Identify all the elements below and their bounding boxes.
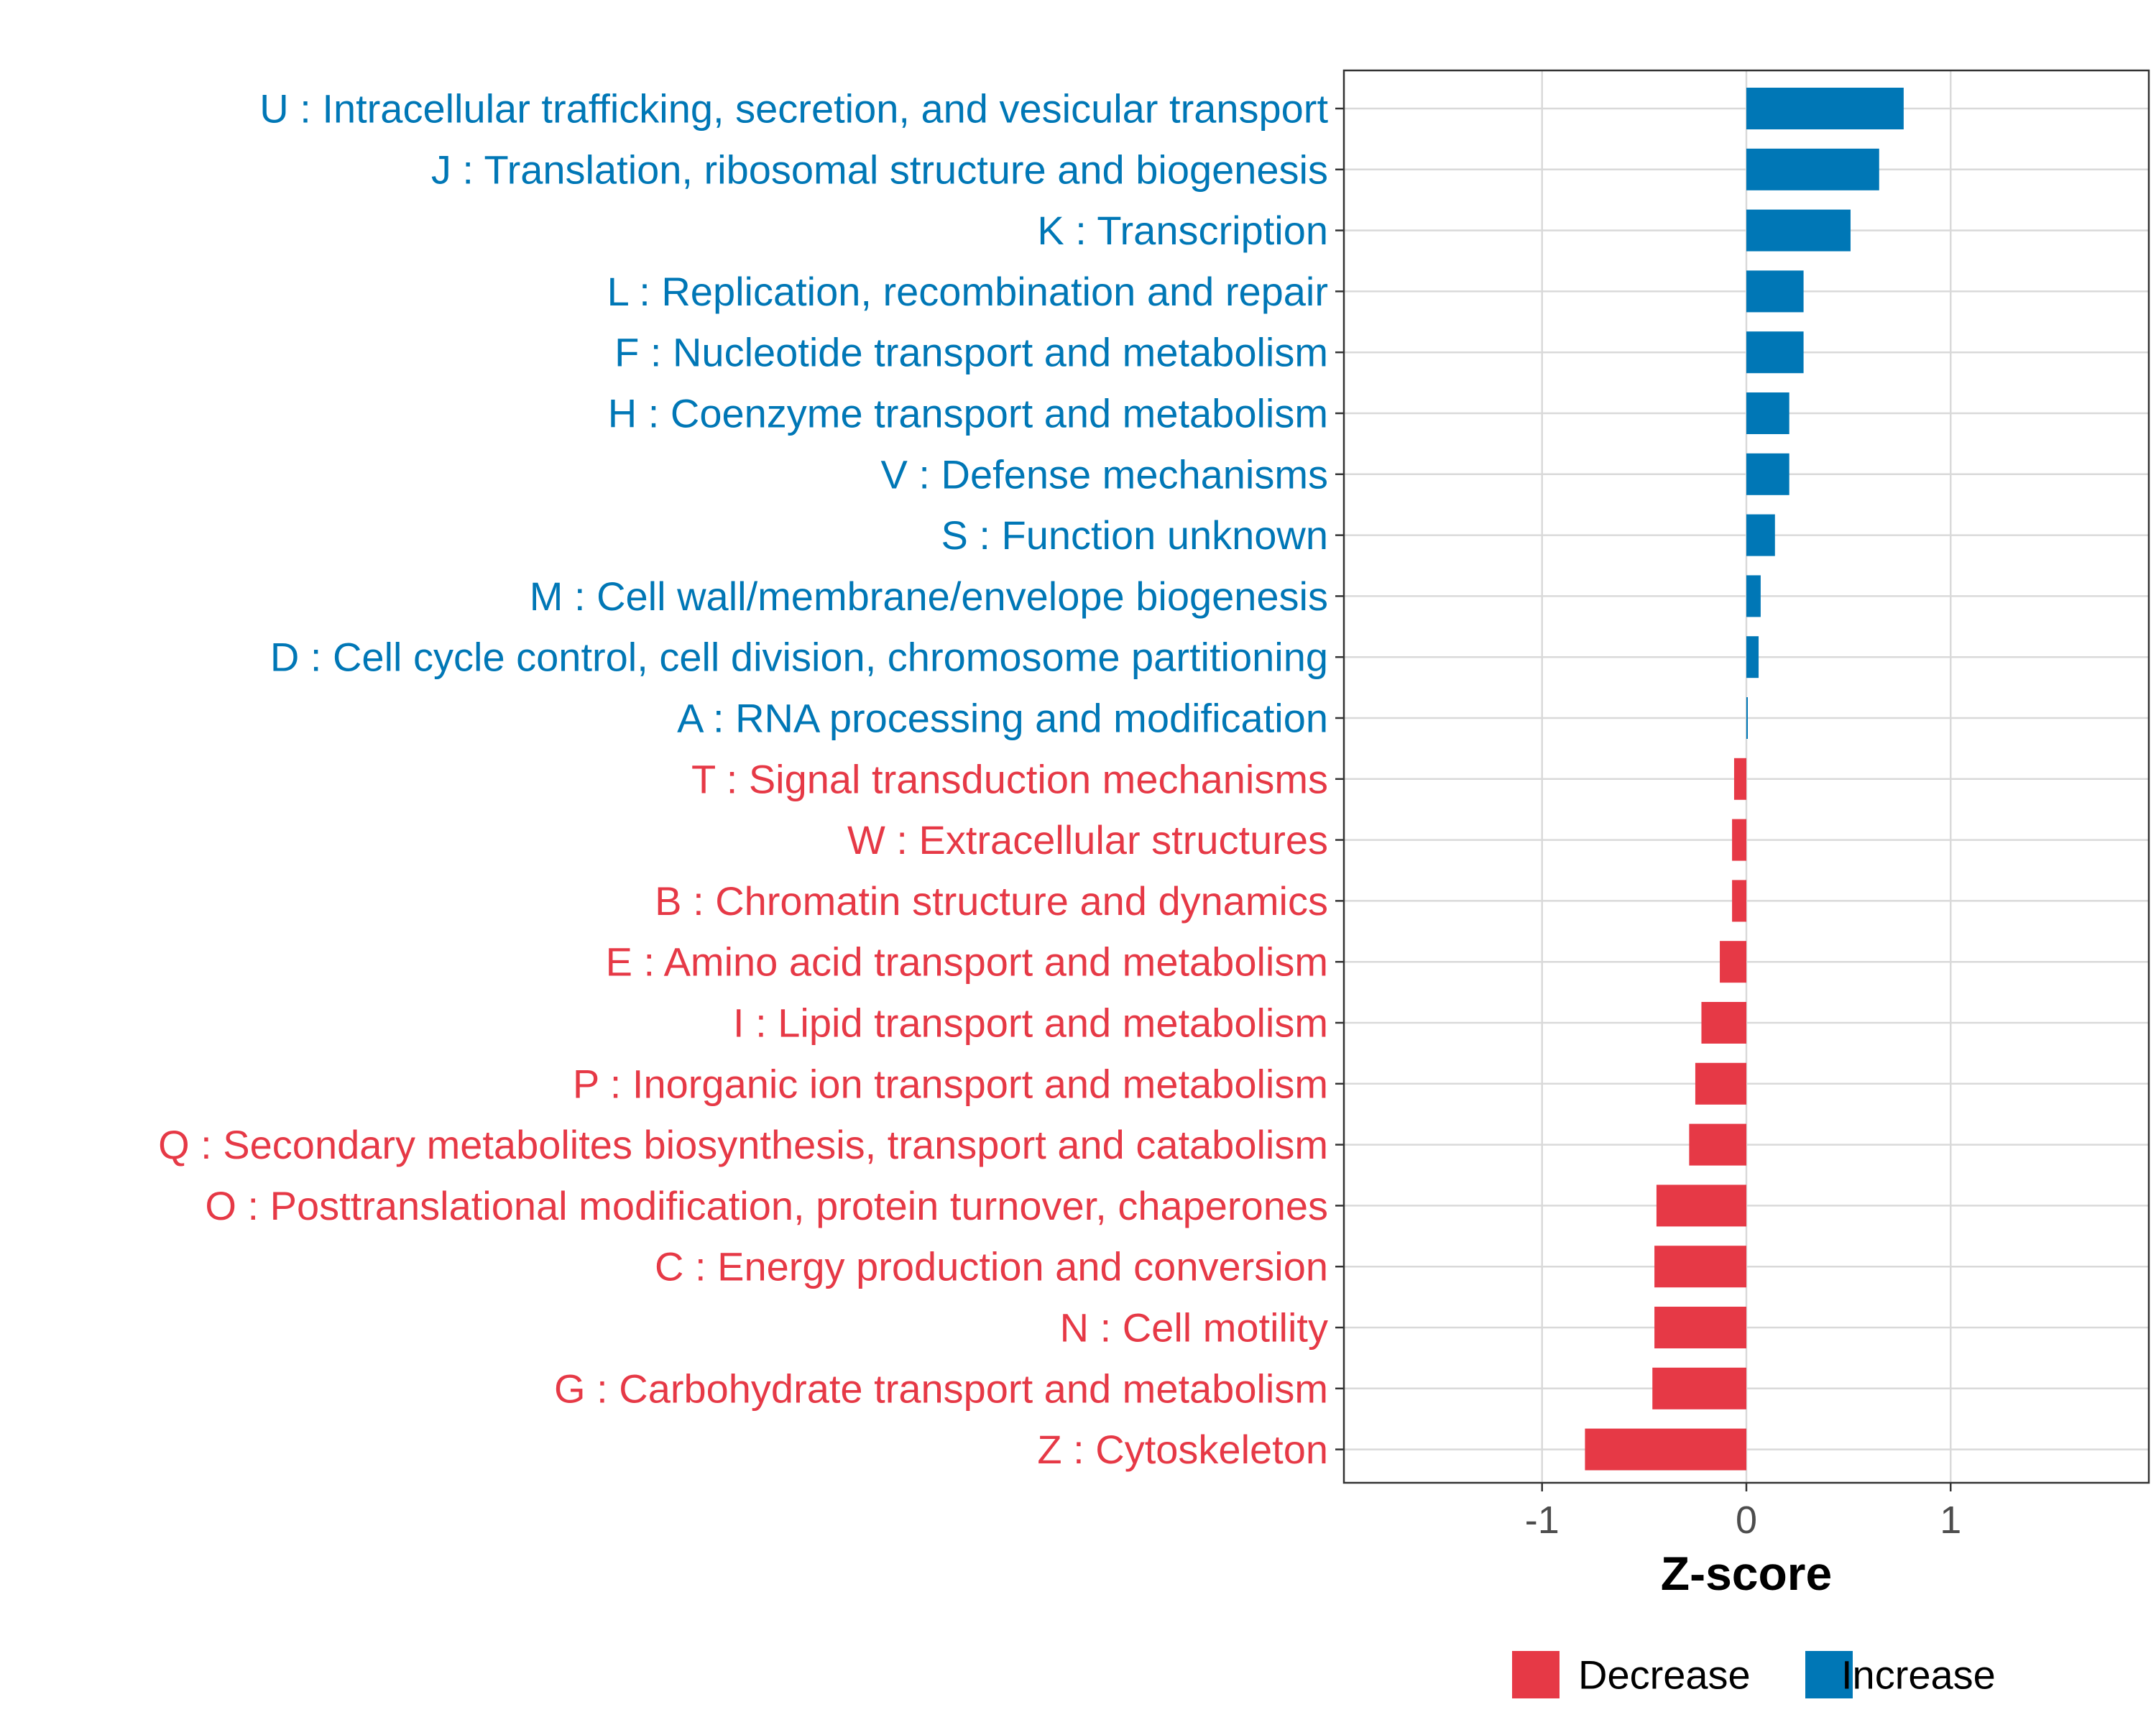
category-label: H : Coenzyme transport and metabolism (608, 391, 1328, 436)
category-label: M : Cell wall/membrane/envelope biogenes… (530, 574, 1328, 619)
legend-label-decrease: Decrease (1578, 1652, 1751, 1698)
bar (1746, 209, 1851, 252)
bar (1746, 453, 1789, 495)
x-axis-title: Z-score (1661, 1547, 1832, 1600)
legend-swatch-increase (1805, 1651, 1853, 1698)
category-label: P : Inorganic ion transport and metaboli… (573, 1061, 1328, 1106)
category-label: L : Replication, recombination and repai… (607, 269, 1328, 314)
category-label: A : RNA processing and modification (677, 696, 1328, 741)
category-label: C : Energy production and conversion (655, 1244, 1328, 1289)
category-label: K : Transcription (1037, 208, 1328, 253)
category-label: B : Chromatin structure and dynamics (655, 878, 1328, 924)
bars (1585, 88, 1904, 1471)
x-tick-label: 1 (1940, 1499, 1961, 1542)
legend-label-increase: Increase (1841, 1652, 1996, 1698)
category-label: E : Amino acid transport and metabolism (606, 939, 1328, 985)
legend-swatch-decrease (1512, 1651, 1560, 1698)
bar (1732, 880, 1746, 922)
bar (1654, 1307, 1746, 1348)
category-label: O : Posttranslational modification, prot… (205, 1183, 1328, 1228)
category-label: V : Defense mechanisms (881, 451, 1328, 497)
bar (1695, 1062, 1746, 1105)
category-label: Z : Cytoskeleton (1037, 1427, 1328, 1472)
category-label: N : Cell motility (1060, 1305, 1328, 1351)
category-label: D : Cell cycle control, cell division, c… (270, 635, 1328, 680)
bar (1733, 758, 1746, 800)
category-label: W : Extracellular structures (847, 817, 1328, 862)
bar (1746, 514, 1775, 556)
bar (1746, 148, 1879, 190)
bar (1701, 1002, 1746, 1044)
bar (1720, 941, 1746, 983)
bar (1746, 697, 1748, 739)
bar (1746, 331, 1804, 374)
category-label: I : Lipid transport and metabolism (733, 1000, 1328, 1046)
bar (1746, 636, 1759, 678)
bar (1746, 575, 1761, 617)
bar (1656, 1184, 1746, 1227)
x-tick-label: -1 (1525, 1499, 1560, 1542)
y-axis-category-labels: U : Intracellular trafficking, secretion… (158, 86, 1328, 1473)
bar (1746, 392, 1789, 434)
y-axis-ticks (1335, 107, 1344, 1450)
bar (1654, 1246, 1746, 1288)
category-label: F : Nucleotide transport and metabolism (614, 330, 1328, 375)
bar (1689, 1123, 1746, 1166)
category-label: G : Carbohydrate transport and metabolis… (554, 1366, 1328, 1411)
x-tick-label: 0 (1736, 1499, 1757, 1542)
category-label: S : Function unknown (941, 512, 1328, 558)
x-axis-ticks: -1 0 1 (1525, 1483, 1961, 1542)
legend: Decrease Increase (1512, 1651, 1996, 1698)
category-label: Q : Secondary metabolites biosynthesis, … (158, 1122, 1328, 1167)
category-label: U : Intracellular trafficking, secretion… (259, 86, 1328, 132)
bar (1732, 819, 1746, 861)
bar (1652, 1367, 1746, 1409)
bar (1746, 88, 1904, 129)
bar (1585, 1428, 1746, 1471)
bar (1746, 270, 1804, 313)
category-label: T : Signal transduction mechanisms (691, 756, 1328, 801)
category-label: J : Translation, ribosomal structure and… (431, 147, 1328, 192)
